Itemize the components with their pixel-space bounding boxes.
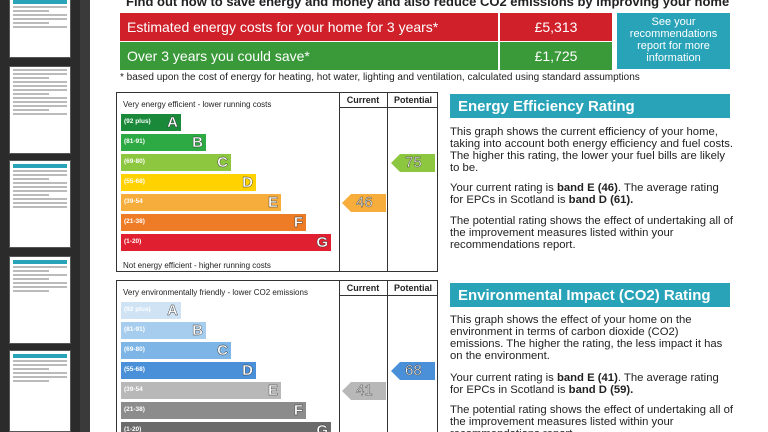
energy-potential-header: Potential [393,95,432,105]
energy-potential-arrow-value: 75 [405,154,422,171]
savings-label: Over 3 years you could save* [120,42,498,70]
energy-band-letter: D [242,174,253,191]
env-potential-header: Potential [393,283,432,293]
env-band-range: (92 plus) [124,306,151,313]
env-band-d: (55-68) D [121,362,256,379]
env-band-f: (21-38) F [121,402,306,419]
energy-band-f: (21-38) F [121,214,306,231]
energy-band-c: (69-80) C [121,154,231,171]
env-band-letter: E [267,382,278,399]
energy-current-arrow: 46 [342,194,386,212]
recommendations-note: See your recommendations report for more… [617,13,730,69]
estimated-costs-label: Estimated energy costs for your home for… [120,13,498,41]
page-thumbnail-4[interactable] [9,256,71,344]
estimated-costs-value: £5,313 [500,13,612,41]
env-current-arrow-value: 41 [356,382,373,399]
energy-potential-arrow: 75 [391,154,435,172]
energy-efficiency-chart: Current Potential Very energy efficient … [116,92,438,272]
costs-footnote: * based upon the cost of energy for heat… [120,72,640,83]
env-current-header: Current [346,283,380,293]
environmental-rating-description: This graph shows the effect of your home… [450,314,723,362]
energy-band-range: (55-68) [124,178,145,185]
energy-band-b: (81-91) B [121,134,206,151]
energy-band-d: (55-68) D [121,174,256,191]
environmental-impact-chart: Current Potential Very environmentally f… [116,280,438,432]
env-band-b: (81-91) B [121,322,206,339]
env-band-letter: C [217,342,228,359]
environmental-rating-title: Environmental Impact (CO2) Rating [450,283,730,307]
energy-current-rating-text: Your current rating is band E (46). The … [450,182,719,206]
energy-current-header: Current [346,95,380,105]
energy-current-arrow-value: 46 [356,194,373,211]
energy-band-letter: A [167,114,178,131]
energy-potential-rating-text: The potential rating shows the effect of… [450,215,734,251]
energy-bottom-label: Not energy efficient - higher running co… [123,261,271,270]
energy-band-range: (1-20) [124,238,142,245]
page-thumbnail-5[interactable] [9,350,71,432]
energy-band-range: (21-38) [124,218,145,225]
document-page: Find out how to save energy and money an… [90,0,768,432]
env-band-range: (39-54 [124,386,143,393]
env-band-letter: F [293,402,304,419]
energy-band-range: (69-80) [124,158,145,165]
page-thumbnail-1[interactable] [9,0,71,58]
page-thumbnail-sidebar [0,0,80,432]
energy-band-range: (39-54 [124,198,143,205]
energy-band-g: (1-20) G [121,234,331,251]
env-band-letter: A [167,302,178,319]
page-thumbnail-3[interactable] [9,160,71,248]
env-band-range: (55-68) [124,366,145,373]
env-band-a: (92 plus) A [121,302,181,319]
env-potential-arrow: 68 [391,362,435,380]
env-band-e: (39-54 E [121,382,281,399]
energy-rating-description: This graph shows the current efficiency … [450,126,734,174]
savings-value: £1,725 [500,42,612,70]
env-top-label: Very environmentally friendly - lower CO… [123,288,308,297]
energy-band-range: (92 plus) [124,118,151,125]
env-current-arrow: 41 [342,382,386,400]
env-band-range: (21-38) [124,406,145,413]
energy-band-e: (39-54 E [121,194,281,211]
env-band-range: (69-80) [124,346,145,353]
page-thumbnail-2[interactable] [9,66,71,154]
environmental-current-rating-text: Your current rating is band E (41). The … [450,372,719,396]
page-heading: Find out how to save energy and money an… [126,0,730,9]
env-band-c: (69-80) C [121,342,231,359]
energy-band-a: (92 plus) A [121,114,181,131]
environmental-potential-rating-text: The potential rating shows the effect of… [450,404,734,432]
energy-band-letter: G [316,234,328,251]
energy-rating-title: Energy Efficiency Rating [450,94,730,118]
env-potential-arrow-value: 68 [405,362,422,379]
env-band-letter: B [192,322,203,339]
env-band-g: (1-20) G [121,422,331,432]
env-band-letter: D [242,362,253,379]
energy-band-range: (81-91) [124,138,145,145]
energy-top-label: Very energy efficient - lower running co… [123,100,272,109]
env-band-range: (81-91) [124,326,145,333]
energy-band-letter: E [267,194,278,211]
env-band-letter: G [316,422,328,432]
env-band-range: (1-20) [124,426,142,432]
energy-band-letter: F [293,214,304,231]
energy-band-letter: C [217,154,228,171]
energy-band-letter: B [192,134,203,151]
